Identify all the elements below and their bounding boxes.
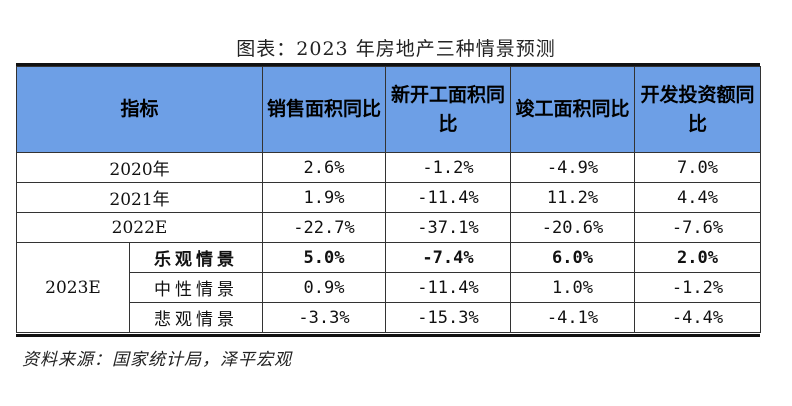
- header-completions: 竣工面积同比: [510, 66, 636, 153]
- top-rule: [16, 63, 760, 66]
- cell-sales: 5.0%: [262, 242, 387, 273]
- cell-sales: -22.7%: [262, 212, 387, 243]
- bottom-rule: [16, 334, 760, 337]
- row-label: 2022E: [15, 212, 264, 243]
- cell-investment: -7.6%: [634, 212, 762, 243]
- row-label: 2020年: [15, 152, 264, 183]
- header-row: 指标 销售面积同比 新开工面积同比 竣工面积同比 开发投资额同比: [15, 66, 762, 153]
- cell-new-starts: -11.4%: [385, 182, 512, 213]
- cell-completions: 6.0%: [510, 242, 636, 273]
- table-row: 2020年 2.6% -1.2% -4.9% 7.0%: [15, 152, 762, 183]
- table-row: 2023E 乐观情景 5.0% -7.4% 6.0% 2.0%: [16, 242, 762, 333]
- cell-new-starts: -7.4%: [385, 242, 512, 273]
- scenario-label: 中性情景: [128, 272, 264, 303]
- scenario-label: 悲观情景: [128, 302, 264, 333]
- table-row: 2022E -22.7% -37.1% -20.6% -7.6%: [15, 212, 762, 243]
- cell-completions: -20.6%: [510, 212, 636, 243]
- row-label: 2021年: [15, 182, 264, 213]
- header-sales: 销售面积同比: [262, 66, 387, 153]
- header-investment: 开发投资额同比: [634, 66, 762, 153]
- forecast-year-label: 2023E: [16, 242, 130, 333]
- scenario-label: 乐观情景: [128, 242, 264, 273]
- cell-sales: -3.3%: [262, 302, 387, 333]
- source-note: 资料来源：国家统计局，泽平宏观: [22, 350, 292, 370]
- cell-completions: 11.2%: [510, 182, 636, 213]
- cell-investment: -1.2%: [634, 272, 762, 303]
- table-row: 中性情景 0.9% -11.4% 1.0% -1.2%: [17, 272, 762, 303]
- table-row: 2021年 1.9% -11.4% 11.2% 4.4%: [15, 182, 762, 213]
- cell-completions: -4.9%: [510, 152, 636, 183]
- cell-new-starts: -11.4%: [385, 272, 512, 303]
- cell-investment: -4.4%: [634, 302, 762, 333]
- cell-sales: 0.9%: [262, 272, 387, 303]
- cell-investment: 7.0%: [634, 152, 762, 183]
- header-indicator: 指标: [15, 66, 264, 153]
- cell-new-starts: -37.1%: [385, 212, 512, 243]
- table-title: 图表：2023 年房地产三种情景预测: [236, 38, 556, 60]
- cell-investment: 2.0%: [634, 242, 762, 273]
- cell-sales: 1.9%: [262, 182, 387, 213]
- cell-completions: -4.1%: [510, 302, 636, 333]
- table-row: 悲观情景 -3.3% -15.3% -4.1% -4.4%: [17, 302, 762, 333]
- cell-new-starts: -1.2%: [385, 152, 512, 183]
- cell-completions: 1.0%: [510, 272, 636, 303]
- header-new-starts: 新开工面积同比: [385, 66, 512, 153]
- cell-investment: 4.4%: [634, 182, 762, 213]
- forecast-table: 指标 销售面积同比 新开工面积同比 竣工面积同比 开发投资额同比 2020年 2…: [15, 66, 762, 333]
- cell-sales: 2.6%: [262, 152, 387, 183]
- cell-new-starts: -15.3%: [385, 302, 512, 333]
